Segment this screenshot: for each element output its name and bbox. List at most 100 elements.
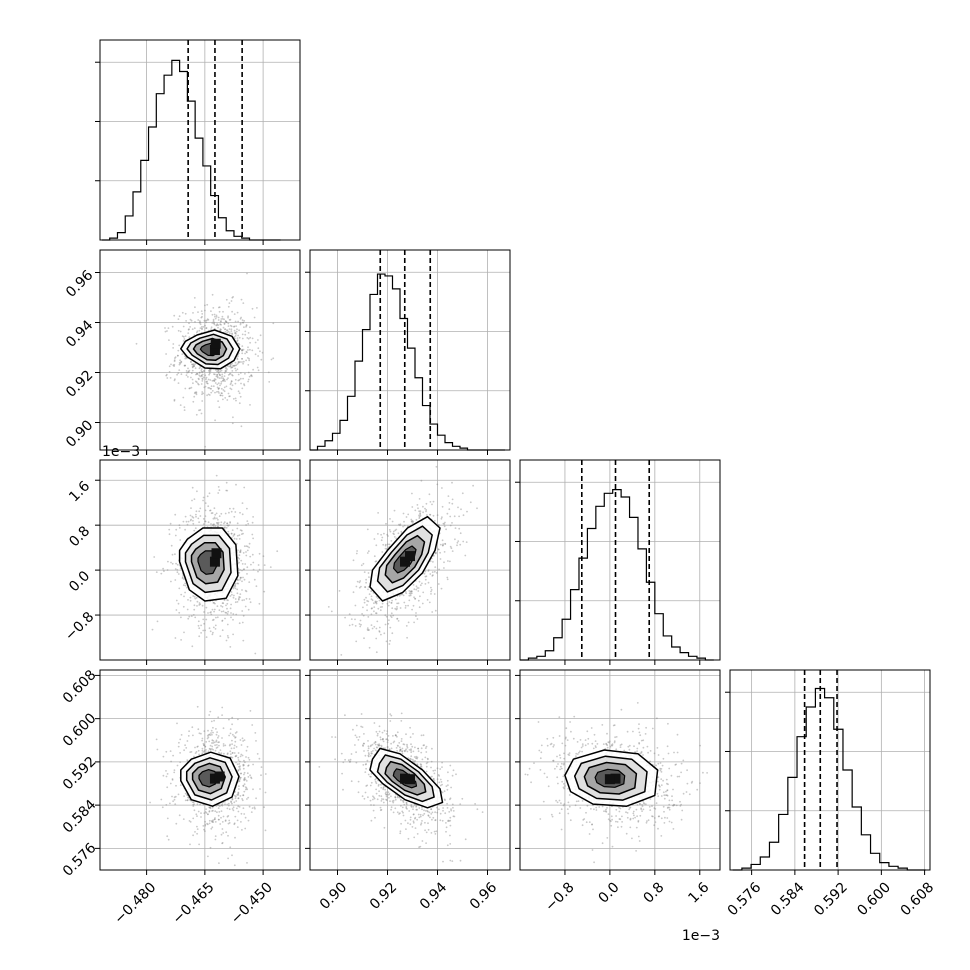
pair-panel-3-1-sample-point (380, 786, 383, 789)
pair-panel-2-0-sample-point (262, 555, 265, 558)
pair-panel-3-1-sample-point (416, 757, 418, 760)
pair-panel-1-0-sample-point (261, 351, 264, 354)
pair-panel-2-1-sample-point (367, 572, 370, 574)
pair-panel-1-0-sample-point (219, 384, 221, 387)
pair-panel-3-0-sample-point (208, 740, 211, 743)
pair-panel-3-1-sample-point (410, 743, 412, 746)
pair-panel-2-1-sample-point (439, 543, 442, 546)
pair-panel-3-1-sample-point (450, 786, 452, 789)
pair-panel-3-0-sample-point (233, 822, 236, 825)
pair-panel-2-0-sample-point (240, 576, 242, 579)
pair-panel-2-0-sample-point (227, 636, 230, 639)
pair-panel-2-0-sample-point (186, 523, 189, 526)
pair-panel-2-0-sample-point (226, 522, 229, 525)
pair-panel-2-0-sample-point (216, 522, 218, 524)
pair-panel-3-1-sample-point (342, 788, 344, 791)
pair-panel-2-0-sample-point (215, 616, 217, 619)
pair-panel-2-0-sample-point (230, 510, 233, 513)
pair-panel-1-0-sample-point (198, 409, 200, 412)
pair-panel-2-1-sample-point (366, 627, 369, 629)
pair-panel-3-0-sample-point (217, 804, 220, 807)
pair-panel-1-0-sample-point (191, 363, 194, 366)
pair-panel-3-2-sample-point (658, 815, 660, 818)
pair-panel-3-0-sample-point (165, 770, 167, 772)
pair-panel-3-0-sample-point (202, 750, 205, 753)
pair-panel-1-0-sample-point (220, 392, 223, 394)
pair-panel-1-0-sample-point (193, 365, 196, 368)
pair-panel-3-2-sample-point (638, 742, 640, 744)
pair-panel-2-0-sample-point (233, 515, 236, 518)
pair-panel-3-2-sample-point (635, 808, 638, 811)
pair-panel-3-1-sample-point (355, 736, 358, 739)
pair-panel-3-2-sample-point (680, 762, 683, 765)
pair-panel-3-1-sample-point (384, 792, 387, 795)
pair-panel-3-1-sample-point (378, 743, 380, 745)
pair-panel-3-1-sample-point (367, 747, 370, 750)
pair-panel-3-0-sample-point (197, 749, 200, 752)
pair-panel-2-0-sample-point (242, 614, 245, 617)
pair-panel-3-1-sample-point (340, 752, 343, 755)
pair-panel-1-0-sample-point (205, 376, 208, 379)
pair-panel-3-0-sample-point (202, 825, 205, 827)
pair-panel-2-0-sample-point (245, 524, 248, 526)
pair-panel-3-1-sample-point (411, 758, 414, 761)
pair-panel-2-1-sample-point (374, 600, 377, 603)
pair-panel-3-1-sample-point (425, 842, 427, 844)
pair-panel-3-0-sample-point (198, 753, 201, 756)
pair-panel-3-1-sample-point (378, 794, 381, 797)
pair-panel-3-0-sample-point (226, 753, 229, 755)
pair-panel-3-2-sample-point (666, 794, 668, 796)
pair-panel-1-0-sample-point (183, 336, 185, 338)
pair-panel-1-0-sample-point (220, 377, 223, 379)
pair-panel-3-2-sample-point (581, 745, 584, 747)
pair-panel-3-0-sample-point (209, 807, 212, 810)
pair-panel-2-1-sample-point (366, 609, 368, 612)
pair-panel-3-1-sample-point (401, 750, 404, 753)
pair-panel-3-1-sample-point (401, 747, 404, 750)
pair-panel-1-0-sample-point (227, 392, 230, 395)
pair-panel-2-1-sample-point (396, 607, 398, 610)
pair-panel-1-0-sample-point (168, 371, 171, 373)
pair-panel-2-0-sample-point (210, 611, 212, 613)
pair-panel-2-0-sample-point (193, 529, 196, 532)
pair-panel-2-1-sample-point (408, 590, 411, 592)
pair-panel-1-0-sample-point (216, 374, 219, 376)
pair-panel-1-0-sample-point (222, 310, 224, 313)
pair-panel-1-0-sample-point (227, 322, 230, 325)
pair-panel-3-0-sample-point (217, 716, 220, 719)
pair-panel-3-0-sample-point (207, 736, 210, 739)
pair-panel-2-0-sample-point (246, 566, 249, 569)
pair-panel-1-0-sample-point (225, 367, 227, 370)
pair-panel-1-0-sample-point (249, 348, 251, 351)
pair-panel-3-1-sample-point (385, 733, 388, 735)
pair-panel-2-1-sample-point (399, 524, 401, 527)
pair-panel-1-0-sample-point (213, 373, 215, 375)
pair-panel-2-0-sample-point (235, 538, 238, 540)
pair-panel-2-1-sample-point (384, 614, 387, 617)
pair-panel-3-1-sample-point (369, 799, 372, 802)
pair-panel-3-2-sample-point (606, 807, 608, 809)
pair-panel-3-0-sample-point (242, 785, 245, 788)
pair-panel-3-2-sample-point (609, 819, 611, 822)
pair-panel-3-0-sample-point (213, 818, 216, 821)
pair-panel-3-0-sample-point (242, 807, 245, 810)
pair-panel-3-2-sample-point (605, 811, 608, 813)
pair-panel-3-0-sample-point (231, 752, 234, 754)
pair-panel-2-0-sample-point (243, 568, 246, 571)
pair-panel-3-2-sample-point (638, 731, 641, 734)
pair-panel-3-1-sample-point (447, 784, 449, 786)
pair-panel-3-1-sample-point (407, 757, 410, 759)
pair-panel-3-0-sample-point (234, 755, 237, 758)
pair-panel-1-0-sample-point (224, 320, 227, 323)
pair-panel-3-0-sample-point (194, 746, 196, 749)
pair-panel-2-0-sample-point (205, 606, 208, 609)
pair-panel-2-1-sample-point (375, 544, 378, 547)
pair-panel-3-0-sample-point (234, 836, 236, 839)
pair-panel-1-0-sample-point (210, 310, 212, 312)
pair-panel-2-1-sample-point (415, 585, 418, 588)
pair-panel-3-2-sample-point (560, 762, 563, 765)
pair-panel-2-0-sample-point (214, 517, 216, 520)
pair-panel-3-1-sample-point (442, 860, 444, 863)
pair-panel-1-0-sample-point (194, 362, 197, 365)
pair-panel-3-1-sample-point (392, 801, 395, 804)
